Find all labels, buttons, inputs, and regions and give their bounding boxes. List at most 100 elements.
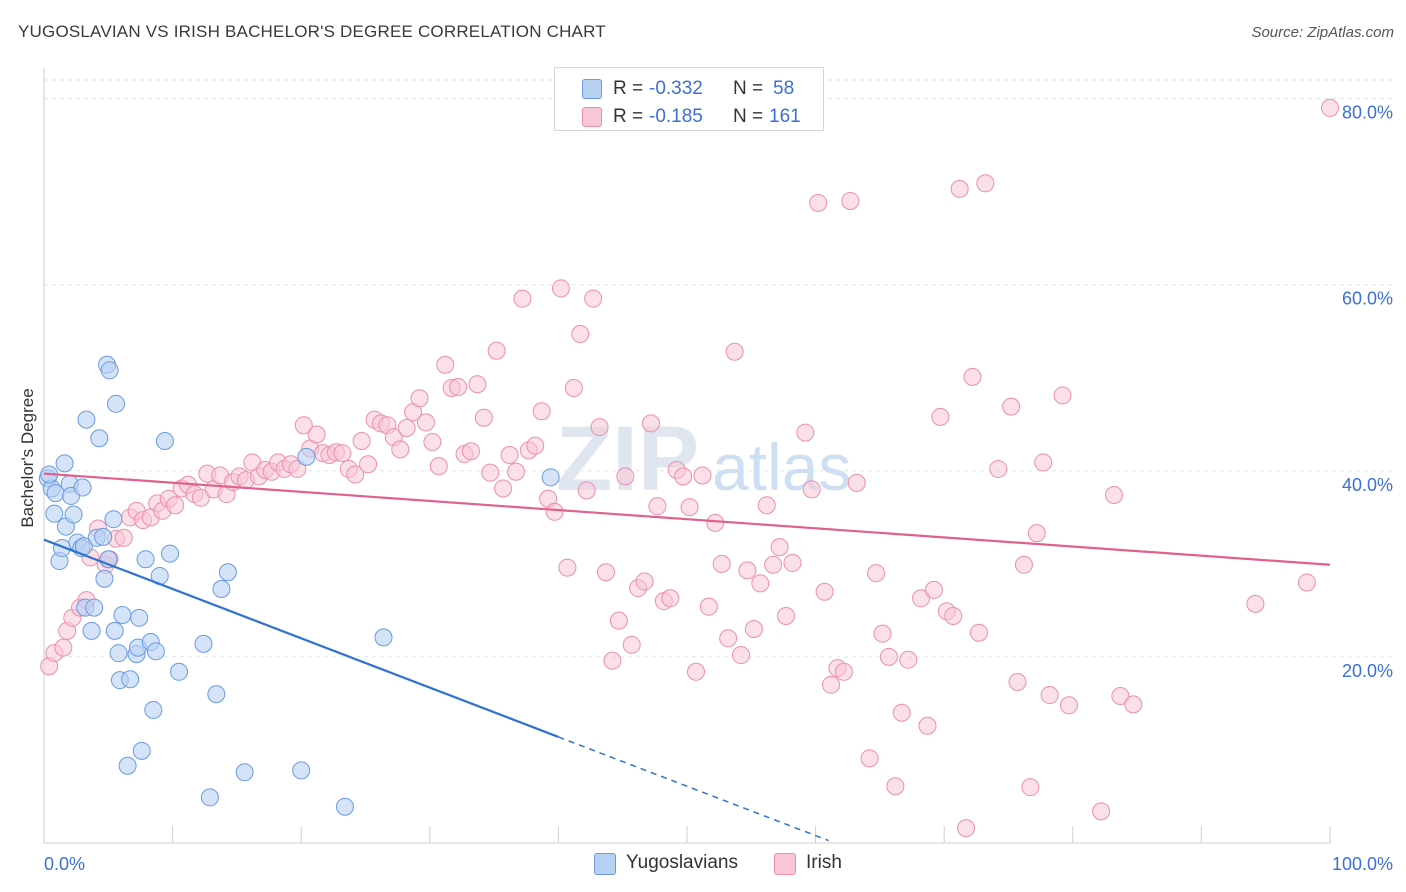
yugoslavian-points	[38, 355, 560, 816]
yugoslavian-point	[104, 510, 123, 529]
yugoslavian-point	[541, 468, 560, 487]
irish-point	[886, 777, 905, 796]
irish-point	[564, 378, 583, 397]
yugoslavian-point	[45, 504, 64, 523]
yugoslavian-point	[113, 606, 132, 625]
irish-point	[474, 408, 493, 427]
yugoslavian-point	[121, 670, 140, 689]
irish-point	[584, 289, 603, 308]
irish-point	[661, 589, 680, 608]
yugoslavian-point	[94, 527, 113, 546]
irish-point	[1104, 485, 1123, 504]
irish-point	[616, 467, 635, 486]
irish-point	[809, 193, 828, 212]
yugoslavian-point	[100, 361, 119, 380]
irish-point	[558, 558, 577, 577]
irish-point	[732, 646, 751, 665]
irish-point	[648, 497, 667, 516]
irish-point	[802, 480, 821, 499]
legend-row-yugoslavians: R = -0.332 N = 58	[555, 74, 823, 102]
irish-point	[1008, 673, 1027, 692]
watermark: ZIP atlas	[556, 408, 851, 510]
yugoslavian-point	[130, 608, 149, 627]
irish-point	[989, 459, 1008, 478]
irish-point	[1297, 573, 1316, 592]
chart-source: Source: ZipAtlas.com	[1251, 24, 1394, 41]
yugoslavian-point	[218, 563, 237, 582]
yugoslavian-point	[207, 685, 226, 704]
irish-point	[719, 629, 738, 648]
trend-lines	[43, 472, 1331, 842]
irish-point	[346, 465, 365, 484]
irish-point	[738, 561, 757, 580]
yugoslavian-point	[161, 544, 180, 563]
irish-point	[751, 574, 770, 593]
irish-point	[841, 191, 860, 210]
r-label: R =	[613, 78, 644, 99]
irish-point	[461, 442, 480, 461]
irish-point	[532, 402, 551, 421]
irish-point	[1040, 686, 1059, 705]
yugoslavian-point	[85, 598, 104, 617]
n-label: N =	[733, 78, 764, 99]
legend-row-irish: R = -0.185 N = 161	[555, 102, 823, 130]
yugoslavian-point	[194, 634, 213, 653]
irish-point	[54, 638, 73, 657]
irish-point	[487, 341, 506, 360]
yugoslavian-point	[118, 756, 137, 775]
irish-point	[449, 378, 468, 397]
irish-point	[873, 624, 892, 643]
irish-point	[680, 498, 699, 517]
yugoslavian-point	[82, 621, 101, 640]
irish-point	[699, 597, 718, 616]
irish-point	[294, 416, 313, 435]
yugoslavian-point	[146, 642, 165, 661]
yugoslavian-point	[107, 394, 126, 413]
blue-swatch	[582, 79, 602, 99]
irish-point	[1021, 778, 1040, 797]
irish-point	[114, 528, 133, 547]
irish-point	[796, 423, 815, 442]
irish-point	[924, 580, 943, 599]
watermark-zip: ZIP	[556, 408, 699, 510]
irish-point	[506, 462, 525, 481]
irish-point	[468, 375, 487, 394]
yugoslavian-point	[55, 454, 74, 473]
irish-point	[777, 606, 796, 625]
irish-point	[526, 436, 545, 455]
irish-point	[481, 463, 500, 482]
irish-point	[950, 179, 969, 198]
irish-point	[757, 496, 776, 515]
irish-point	[423, 432, 442, 451]
irish-point	[436, 355, 455, 374]
irish-point	[166, 496, 185, 515]
irish-point	[892, 703, 911, 722]
yugoslavian-point	[77, 410, 96, 429]
irish-point	[391, 440, 410, 459]
yugoslavian-point	[95, 569, 114, 588]
irish-point	[416, 413, 435, 432]
yugoslavian-point	[235, 763, 254, 782]
yugoslavian-point	[136, 550, 155, 569]
r-value: -0.185	[649, 106, 703, 127]
yugoslavian-point	[64, 505, 83, 524]
irish-point	[687, 662, 706, 681]
yugoslavian-point	[170, 662, 189, 681]
irish-point	[500, 445, 519, 464]
axes	[43, 68, 1331, 844]
y-tick-label: 60.0%	[1342, 289, 1393, 309]
irish-point	[770, 538, 789, 557]
yugoslavian-point	[200, 788, 219, 807]
x-tick-label: 0.0%	[44, 854, 85, 874]
irish-point	[693, 466, 712, 485]
irish-point	[577, 481, 596, 500]
irish-point	[359, 455, 378, 474]
yugoslavian-point	[335, 797, 354, 816]
yugoslavian-point	[73, 478, 92, 497]
irish-point	[783, 553, 802, 572]
irish-point	[1027, 524, 1046, 543]
irish-point	[674, 467, 693, 486]
irish-point	[860, 749, 879, 768]
irish-point	[918, 716, 937, 735]
